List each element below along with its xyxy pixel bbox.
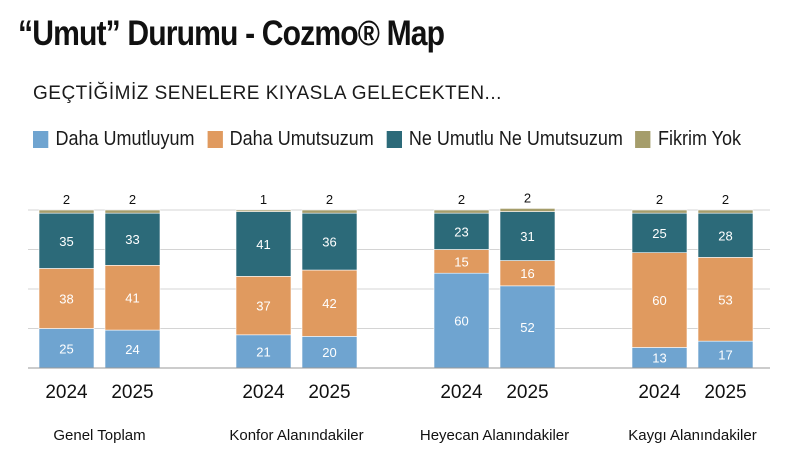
bar-segment xyxy=(104,209,161,214)
x-tick-label: 2024 xyxy=(45,382,88,403)
data-label: 53 xyxy=(718,292,732,307)
data-label: 37 xyxy=(256,299,270,314)
data-label: 21 xyxy=(256,344,270,359)
data-label: 41 xyxy=(256,237,270,252)
x-tick-label: 2025 xyxy=(704,382,746,403)
x-tick-label: 2025 xyxy=(506,382,548,403)
data-label: 2 xyxy=(722,192,729,207)
x-tick-label: 2024 xyxy=(638,382,681,403)
bar-segment xyxy=(433,209,490,214)
bar-segment xyxy=(697,340,754,369)
legend-item-ne-umutlu-ne-umutsuzum: Ne Umutlu Ne Umutsuzum xyxy=(386,128,623,151)
legend-swatch xyxy=(33,131,49,148)
data-label: 31 xyxy=(520,229,534,244)
data-label: 1 xyxy=(260,192,267,207)
data-label: 41 xyxy=(125,291,139,306)
bar-segment xyxy=(499,211,556,261)
legend-item-daha-umutluyum: Daha Umutluyum xyxy=(33,128,195,151)
bar-segment xyxy=(38,212,95,269)
bar-segment xyxy=(38,328,95,369)
data-label: 16 xyxy=(520,266,534,281)
data-label: 20 xyxy=(322,345,336,360)
bar-segment xyxy=(433,272,490,369)
bar-segment xyxy=(104,212,161,266)
bar-segment xyxy=(38,268,95,329)
legend: Daha Umutluyum Daha Umutsuzum Ne Umutlu … xyxy=(33,128,754,151)
data-label: 38 xyxy=(59,291,73,306)
legend-item-fikrim-yok: Fikrim Yok xyxy=(635,128,741,151)
bar-segment xyxy=(433,212,490,250)
data-label: 60 xyxy=(454,314,468,329)
chart-title: “Umut” Durumu - Cozmo® Map xyxy=(18,14,445,53)
data-label: 25 xyxy=(59,341,73,356)
data-label: 24 xyxy=(125,342,139,357)
bar-segment xyxy=(235,334,292,369)
group-label: Genel Toplam xyxy=(53,427,145,444)
data-label: 13 xyxy=(652,351,666,366)
data-label: 42 xyxy=(322,296,336,311)
data-label: 35 xyxy=(59,234,73,249)
x-tick-label: 2024 xyxy=(440,382,483,403)
data-label: 2 xyxy=(524,190,531,205)
legend-label: Ne Umutlu Ne Umutsuzum xyxy=(408,128,623,150)
x-tick-label: 2024 xyxy=(242,382,285,403)
bar-segment xyxy=(697,212,754,258)
group-label: Heyecan Alanındakiler xyxy=(420,427,569,444)
legend-label: Daha Umutluyum xyxy=(55,128,195,150)
bar-segment xyxy=(235,209,292,212)
legend-swatch xyxy=(635,131,651,148)
x-tick-label: 2025 xyxy=(308,382,350,403)
data-label: 2 xyxy=(326,192,333,207)
legend-label: Fikrim Yok xyxy=(657,128,742,150)
legend-swatch xyxy=(207,131,223,148)
data-label: 15 xyxy=(454,254,468,269)
data-label: 17 xyxy=(718,348,732,363)
data-label: 52 xyxy=(520,320,534,335)
bar-segment xyxy=(499,285,556,369)
bar-segment xyxy=(235,211,292,277)
legend-swatch xyxy=(386,131,402,148)
chart-subtitle: GEÇTİĞİMİZ SENELERE KIYASLA GELECEKTEN..… xyxy=(33,83,502,104)
bar-segment xyxy=(38,209,95,214)
bar-segment xyxy=(697,209,754,214)
bar-segment xyxy=(499,208,556,212)
data-label: 2 xyxy=(656,192,663,207)
legend-label: Daha Umutsuzum xyxy=(229,128,374,150)
bar-segment xyxy=(301,336,358,369)
legend-item-daha-umutsuzum: Daha Umutsuzum xyxy=(207,128,374,151)
data-label: 28 xyxy=(718,228,732,243)
bar-segment xyxy=(631,212,688,253)
bar-segment xyxy=(301,209,358,214)
group-label: Kaygı Alanındakiler xyxy=(628,427,756,444)
data-label: 25 xyxy=(652,226,666,241)
bar-segment xyxy=(104,329,161,369)
bar-segment xyxy=(631,209,688,214)
x-tick-label: 2025 xyxy=(111,382,153,403)
bar-segment xyxy=(631,252,688,348)
data-label: 2 xyxy=(63,192,70,207)
data-label: 36 xyxy=(322,235,336,250)
data-label: 23 xyxy=(454,224,468,239)
data-label: 33 xyxy=(125,232,139,247)
data-label: 2 xyxy=(458,192,465,207)
bar-segment xyxy=(235,276,292,336)
data-label: 2 xyxy=(129,192,136,207)
group-label: Konfor Alanındakiler xyxy=(229,427,363,444)
bar-segment xyxy=(104,264,161,331)
data-label: 60 xyxy=(652,293,666,308)
